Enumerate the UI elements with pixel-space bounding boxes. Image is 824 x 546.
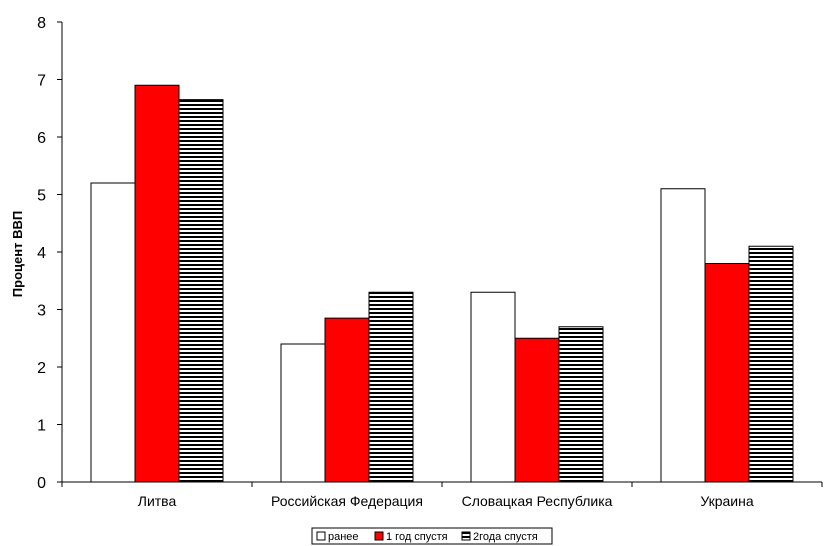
bars [90,84,794,483]
legend-swatch [374,531,384,541]
bar-ранее-4 [660,188,706,483]
y-tick-label: 0 [37,475,46,492]
y-axis-label: Процент ВВП [10,211,25,297]
y-tick-label: 5 [37,188,46,205]
x-category-label: Украина [700,493,754,509]
bar-ранее-2 [280,343,326,483]
legend-label: ранее [328,531,359,543]
legend-label: 2года спустя [473,531,538,543]
bar-1-год-спустя-3 [514,337,560,483]
y-tick-label: 6 [37,130,46,147]
legend-swatch [461,531,471,541]
y-tick-label: 8 [37,15,46,32]
labels: 0 1 2 3 4 5 6 7 8 Процент ВВП Литва Российская Феде… [10,15,754,509]
bar-1-год-спустя-2 [324,317,370,483]
legend: ранее 1 год спустя 2года спустя [311,527,553,545]
x-category-label: Литва [138,493,177,509]
bar-2года-спустя-4 [748,245,794,483]
legend-label: 1 год спустя [386,531,448,543]
bar-ранее-3 [470,291,516,483]
bar-1-год-спустя-4 [704,263,750,483]
y-tick-label: 1 [37,418,46,435]
bar-1-год-спустя-1 [134,84,180,483]
y-tick-label: 3 [37,303,46,320]
legend-swatch [316,531,326,541]
x-category-label: Российская Федерация [271,493,423,509]
bar-2года-спустя-2 [368,291,414,483]
legend-box [311,527,553,545]
x-category-label: Словацкая Республика [462,493,613,509]
bar-2года-спустя-3 [558,326,604,483]
y-tick-label: 7 [37,73,46,90]
bar-ранее-1 [90,182,136,483]
bar-2года-спустя-1 [178,99,224,483]
y-tick-label: 2 [37,360,46,377]
y-tick-label: 4 [37,245,46,262]
